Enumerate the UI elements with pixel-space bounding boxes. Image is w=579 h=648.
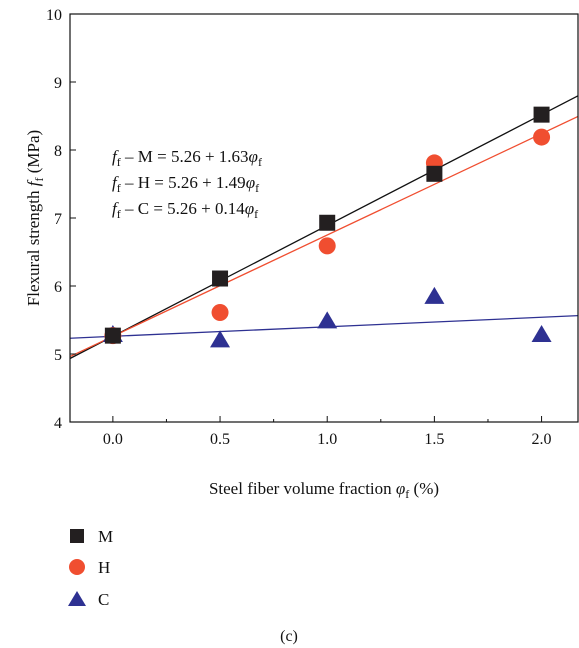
eq-m-rhs-symbol: φ xyxy=(249,147,258,166)
data-point-m xyxy=(212,270,229,287)
equation-block: ff – M = 5.26 + 1.63φf ff – H = 5.26 + 1… xyxy=(112,147,262,221)
eq-h-rhs-sub: f xyxy=(255,181,259,195)
fit-line-h xyxy=(69,115,579,358)
legend-marker-h xyxy=(69,559,85,575)
eq-c-lhs-sub: f xyxy=(117,207,121,221)
data-point-h xyxy=(533,128,551,146)
x-tick-label: 2.0 xyxy=(532,431,552,448)
x-axis-label-symbol: φ xyxy=(396,479,405,498)
legend-label-h: H xyxy=(98,558,110,577)
eq-h-text: – H = 5.26 + 1.49 xyxy=(121,173,246,192)
panel-label: (c) xyxy=(280,628,298,645)
y-tick-label: 5 xyxy=(54,347,62,364)
eq-m-lhs-sub: f xyxy=(117,155,121,169)
eq-m-text: – M = 5.26 + 1.63 xyxy=(121,147,249,166)
y-tick-label: 10 xyxy=(46,7,62,24)
y-axis-label-unit: (MPa) xyxy=(24,130,43,178)
x-axis-label-unit: (%) xyxy=(409,479,439,498)
x-axis-label: Steel fiber volume fraction φf (%) xyxy=(209,479,439,501)
eq-h-rhs-symbol: φ xyxy=(246,173,255,192)
equation-h: ff – H = 5.26 + 1.49φf xyxy=(112,173,259,195)
eq-c-lhs-symbol: f xyxy=(112,199,119,218)
data-point-m xyxy=(104,327,121,344)
x-tick-label: 1.0 xyxy=(317,431,337,448)
y-tick-label: 8 xyxy=(54,143,62,160)
x-axis-label-sub: f xyxy=(405,487,409,501)
y-axis-label-sub: f xyxy=(32,178,46,182)
legend: M H C xyxy=(68,527,113,609)
y-tick-label: 4 xyxy=(54,415,62,432)
legend-marker-c xyxy=(68,591,86,606)
y-axis-label-symbol: f xyxy=(24,179,43,186)
equation-c: ff – C = 5.26 + 0.14φf xyxy=(112,199,258,221)
axis-ticks: 0.0 0.5 1.0 1.5 2.0 4 5 6 7 8 9 10 xyxy=(46,7,552,448)
eq-c-rhs-sub: f xyxy=(254,207,258,221)
x-tick-label: 0.5 xyxy=(210,431,230,448)
legend-label-m: M xyxy=(98,527,113,546)
data-point-c xyxy=(424,286,445,304)
eq-c-text: – C = 5.26 + 0.14 xyxy=(121,199,246,218)
data-point-c xyxy=(317,311,338,329)
data-point-h xyxy=(211,304,229,322)
data-point-m xyxy=(426,165,443,182)
eq-c-rhs-symbol: φ xyxy=(245,199,254,218)
x-tick-label: 0.0 xyxy=(103,431,123,448)
y-tick-label: 7 xyxy=(54,211,62,228)
eq-h-lhs-sub: f xyxy=(117,181,121,195)
eq-m-lhs-symbol: f xyxy=(112,147,119,166)
data-point-c xyxy=(531,324,552,342)
data-point-h xyxy=(318,237,336,255)
legend-marker-m xyxy=(70,529,84,543)
data-point-m xyxy=(319,214,336,231)
x-axis-label-text: Steel fiber volume fraction xyxy=(209,479,396,498)
y-tick-label: 6 xyxy=(54,279,62,296)
y-axis-label-text: Flexural strength xyxy=(24,186,43,306)
data-markers xyxy=(102,106,552,348)
legend-label-c: C xyxy=(98,590,109,609)
y-tick-label: 9 xyxy=(54,75,62,92)
y-axis-label: Flexural strength ff (MPa) xyxy=(24,130,46,306)
x-tick-label: 1.5 xyxy=(424,431,444,448)
eq-m-rhs-sub: f xyxy=(258,155,262,169)
eq-h-lhs-symbol: f xyxy=(112,173,119,192)
equation-m: ff – M = 5.26 + 1.63φf xyxy=(112,147,262,169)
data-point-c xyxy=(210,330,231,348)
data-point-m xyxy=(533,106,550,123)
